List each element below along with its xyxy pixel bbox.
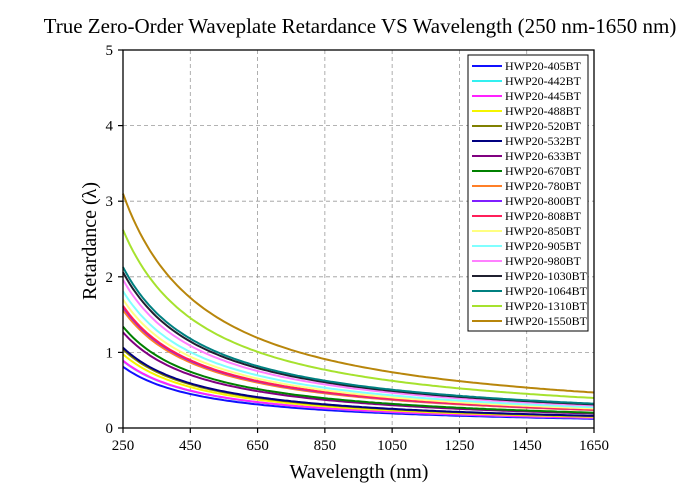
chart-title: True Zero-Order Waveplate Retardance VS … — [44, 14, 677, 38]
x-tick-label: 850 — [314, 438, 337, 454]
legend-label: HWP20-488BT — [505, 104, 582, 118]
x-tick-label: 250 — [112, 438, 135, 454]
legend-label: HWP20-800BT — [505, 194, 582, 208]
legend-label: HWP20-445BT — [505, 89, 582, 103]
y-tick-label: 4 — [106, 119, 114, 135]
legend-label: HWP20-850BT — [505, 224, 582, 238]
x-tick-label: 1450 — [512, 438, 542, 454]
series-line-hwp20-532bt — [122, 346, 595, 417]
x-tick-label: 1650 — [579, 438, 609, 454]
y-axis-label: Retardance (λ) — [79, 182, 101, 300]
legend-label: HWP20-670BT — [505, 164, 582, 178]
legend-label: HWP20-780BT — [505, 179, 582, 193]
y-tick-label: 0 — [106, 421, 114, 437]
series-group — [122, 193, 595, 420]
y-tick-label: 1 — [106, 345, 114, 361]
y-tick-label: 2 — [106, 270, 114, 286]
legend-label: HWP20-1550BT — [505, 314, 588, 328]
series-line-hwp20-980bt — [122, 279, 595, 407]
y-tick-label: 3 — [106, 194, 114, 210]
legend-box — [467, 54, 589, 332]
legend-label: HWP20-808BT — [505, 209, 582, 223]
x-tick-label: 1050 — [377, 438, 407, 454]
x-tick-label: 450 — [179, 438, 202, 454]
series-line-hwp20-1064bt — [122, 266, 595, 405]
series-line-hwp20-808bt — [122, 305, 595, 411]
legend-label: HWP20-1030BT — [505, 269, 588, 283]
plot-frame — [122, 49, 595, 429]
series-line-hwp20-445bt — [122, 359, 595, 419]
legend: HWP20-405BTHWP20-442BTHWP20-445BTHWP20-4… — [467, 54, 589, 332]
legend-label: HWP20-1310BT — [505, 299, 588, 313]
legend-label: HWP20-980BT — [505, 254, 582, 268]
x-axis-label: Wavelength (nm) — [290, 461, 429, 483]
y-tick-label: 5 — [106, 43, 114, 59]
legend-label: HWP20-405BT — [505, 59, 582, 73]
ticks: 250 450 650 850 1050 1250 1450 1650 0 1 2 3 4 5 — [106, 43, 610, 454]
legend-label: HWP20-905BT — [505, 239, 582, 253]
series-line-hwp20-1310bt — [122, 229, 595, 399]
legend-label: HWP20-442BT — [505, 74, 582, 88]
x-tick-label: 650 — [246, 438, 269, 454]
x-tick-label: 1250 — [444, 438, 474, 454]
series-line-hwp20-670bt — [122, 326, 595, 414]
legend-label: HWP20-633BT — [505, 149, 582, 163]
series-line-hwp20-850bt — [122, 298, 595, 410]
series-line-hwp20-1550bt — [122, 193, 595, 394]
legend-label: HWP20-532BT — [505, 134, 582, 148]
legend-label: HWP20-1064BT — [505, 284, 588, 298]
series-line-hwp20-905bt — [122, 290, 595, 409]
legend-label: HWP20-520BT — [505, 119, 582, 133]
